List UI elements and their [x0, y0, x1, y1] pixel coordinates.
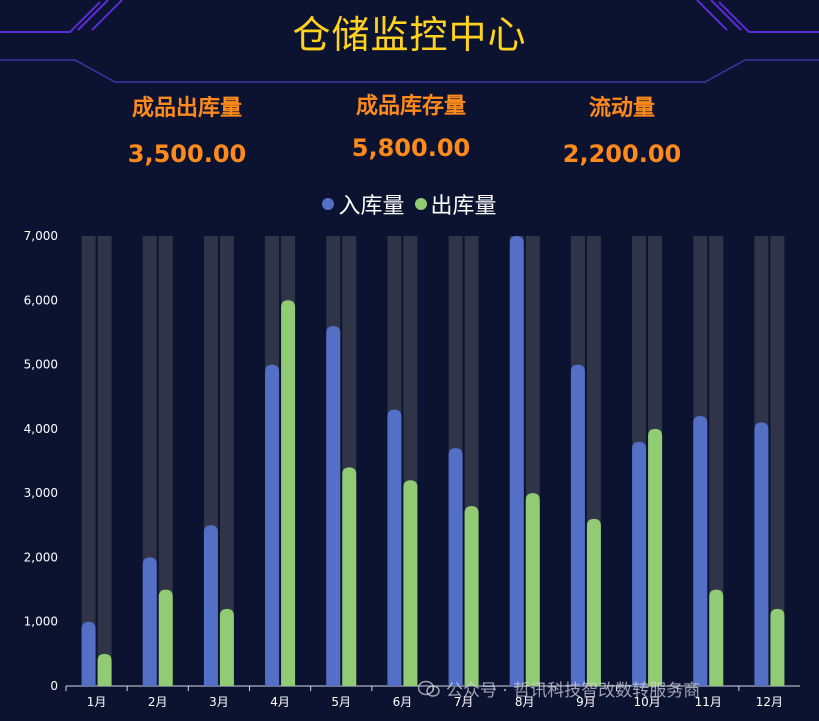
x-tick-label: 6月 — [393, 695, 413, 709]
x-tick-label: 12月 — [756, 695, 783, 709]
legend-item-outbound[interactable]: 出库量 — [414, 188, 497, 220]
y-tick-label: 4,000 — [24, 422, 58, 436]
bar-inbound[interactable] — [326, 326, 341, 686]
kpi-flow-label: 流动量 — [588, 96, 655, 121]
page-title: 仓储监控中心 — [292, 13, 527, 57]
y-tick-label: 7,000 — [24, 229, 58, 243]
kpi-inventory: 成品库存量 5,800.00 — [291, 88, 531, 162]
bar-outbound[interactable] — [158, 589, 173, 686]
y-tick-label: 3,000 — [24, 486, 58, 500]
legend-item-inbound[interactable]: 入库量 — [322, 188, 405, 220]
bar-inbound[interactable] — [265, 364, 280, 686]
chart-legend: 入库量 出库量 — [0, 188, 819, 220]
kpi-outbound-value: 3,500.00 — [127, 140, 247, 168]
bar-background — [709, 236, 724, 686]
x-tick-label: 2月 — [148, 695, 168, 709]
bar-background — [219, 236, 234, 686]
y-tick-label: 6,000 — [24, 293, 58, 307]
watermark: 公众号 · 哲讯科技智改数转服务商 — [417, 676, 701, 701]
x-tick-label: 7月 — [454, 695, 474, 709]
y-tick-label: 5,000 — [24, 358, 58, 372]
x-tick-label: 9月 — [576, 695, 596, 709]
kpi-inventory-label: 成品库存量 — [355, 94, 466, 119]
bar-outbound[interactable] — [709, 589, 724, 686]
bar-background — [158, 236, 173, 686]
bar-outbound[interactable] — [525, 493, 540, 686]
bar-outbound[interactable] — [648, 428, 663, 686]
kpi-outbound-label: 成品出库量 — [131, 96, 242, 121]
bar-outbound[interactable] — [403, 480, 418, 686]
kpi-outbound: 成品出库量 3,500.00 — [67, 90, 307, 168]
y-tick-label: 0 — [50, 679, 58, 693]
bar-outbound[interactable] — [219, 608, 234, 686]
y-tick-label: 2,000 — [24, 550, 58, 564]
wechat-icon — [417, 680, 440, 698]
legend-dot-outbound — [414, 198, 427, 210]
bar-outbound[interactable] — [342, 467, 357, 686]
bar-outbound[interactable] — [770, 608, 785, 686]
watermark-text: 公众号 · 哲讯科技智改数转服务商 — [446, 681, 701, 701]
kpi-flow-value: 2,200.00 — [562, 140, 682, 168]
kpi-flow: 流动量 2,200.00 — [502, 90, 742, 168]
bar-inbound[interactable] — [142, 557, 157, 686]
bar-inbound[interactable] — [203, 525, 218, 686]
bar-outbound[interactable] — [97, 653, 112, 686]
legend-label-inbound: 入库量 — [338, 194, 405, 219]
bar-inbound[interactable] — [387, 409, 402, 686]
bar-outbound[interactable] — [281, 300, 296, 686]
bar-chart: 0 1,000 2,000 3,000 4,000 5,000 6,000 7,000 1月 2月… — [24, 229, 800, 709]
bar-inbound[interactable] — [693, 416, 708, 686]
x-tick-label: 4月 — [270, 695, 290, 709]
bar-inbound[interactable] — [754, 422, 769, 686]
bar-inbound[interactable] — [81, 621, 96, 686]
x-tick-label: 5月 — [331, 695, 351, 709]
bar-inbound[interactable] — [509, 236, 524, 686]
bar-background — [97, 236, 112, 686]
bar-inbound[interactable] — [570, 364, 585, 686]
kpi-inventory-value: 5,800.00 — [351, 134, 471, 162]
bar-outbound[interactable] — [464, 506, 479, 686]
bar-outbound[interactable] — [586, 518, 601, 686]
y-tick-label: 1,000 — [24, 615, 58, 629]
x-tick-label: 3月 — [209, 695, 229, 709]
legend-dot-inbound — [322, 198, 335, 210]
x-tick-label: 1月 — [87, 695, 107, 709]
x-tick-label: 8月 — [515, 695, 535, 709]
x-tick-label: 11月 — [695, 695, 722, 709]
bar-background — [770, 236, 785, 686]
bar-inbound[interactable] — [448, 448, 463, 686]
bar-inbound[interactable] — [632, 441, 647, 686]
legend-label-outbound: 出库量 — [430, 194, 497, 219]
header-frame — [0, 0, 819, 83]
bar-background — [81, 236, 96, 686]
x-tick-label: 10月 — [633, 695, 660, 709]
